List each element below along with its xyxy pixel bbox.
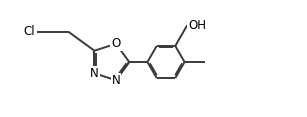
Text: N: N (111, 74, 120, 87)
Text: N: N (90, 67, 99, 80)
Text: Cl: Cl (23, 25, 35, 38)
Text: O: O (111, 37, 121, 50)
Text: OH: OH (188, 19, 206, 32)
